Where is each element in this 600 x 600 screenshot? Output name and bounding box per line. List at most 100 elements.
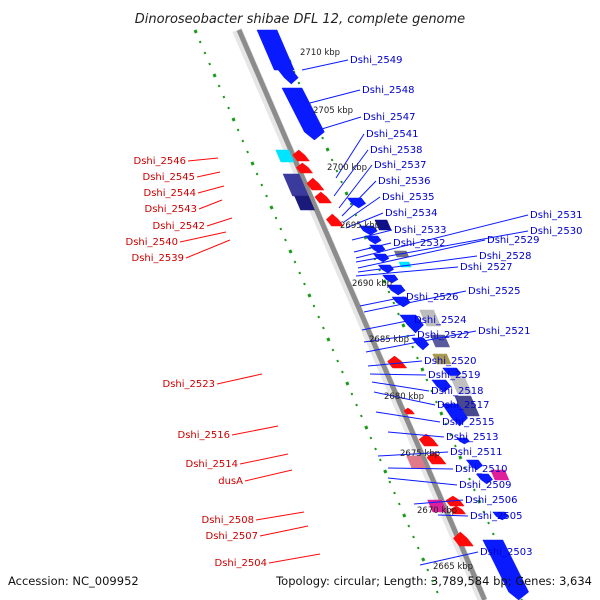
tick-mark bbox=[265, 194, 268, 198]
tick-mark bbox=[435, 400, 438, 404]
tick-mark bbox=[482, 510, 486, 514]
leader-line bbox=[345, 212, 384, 229]
leader-line bbox=[387, 477, 458, 486]
map-title: Dinoroseobacter shibae DFL 12, complete … bbox=[135, 12, 465, 27]
gene-label-forward: Dshi_2547 bbox=[363, 112, 415, 123]
gene-label-forward: Dshi_2515 bbox=[442, 417, 494, 428]
tick-mark bbox=[312, 304, 316, 308]
gene-label-forward: Dshi_2530 bbox=[530, 226, 582, 237]
tick-mark bbox=[425, 378, 429, 382]
leader-line bbox=[373, 391, 436, 406]
leader-line bbox=[363, 290, 467, 313]
tick-mark bbox=[393, 491, 396, 495]
leader-line bbox=[377, 451, 449, 457]
tick-mark bbox=[468, 477, 471, 481]
leader-line bbox=[371, 381, 430, 392]
tick-mark bbox=[345, 381, 350, 386]
tick-mark bbox=[269, 205, 274, 210]
leader-line bbox=[387, 431, 445, 438]
gene-feature bbox=[449, 505, 467, 515]
leader-line bbox=[413, 499, 464, 505]
tick-mark bbox=[378, 458, 382, 462]
leader-line bbox=[333, 149, 369, 197]
gene-label-forward: Dshi_2548 bbox=[362, 85, 414, 96]
leader-line bbox=[359, 296, 405, 307]
gene-label-forward: Dshi_2533 bbox=[394, 225, 446, 236]
tick-mark bbox=[341, 370, 344, 374]
tick-mark bbox=[421, 557, 426, 562]
tick-mark bbox=[369, 436, 373, 440]
leader-line bbox=[185, 239, 231, 259]
gene-label-forward: Dshi_2532 bbox=[393, 238, 445, 249]
gene-label-reverse: Dshi_2508 bbox=[202, 515, 254, 526]
gene-label-forward: Dshi_2510 bbox=[455, 464, 507, 475]
tick-mark bbox=[360, 414, 363, 418]
gene-feature bbox=[465, 459, 483, 471]
gene-label-forward: Dshi_2526 bbox=[406, 292, 458, 303]
gene-feature bbox=[294, 195, 315, 211]
gene-feature bbox=[386, 284, 406, 296]
gene-label-forward: Dshi_2528 bbox=[479, 251, 531, 262]
gene-label-reverse: Dshi_2504 bbox=[215, 558, 267, 569]
gene-feature bbox=[492, 511, 509, 521]
leader-line bbox=[367, 360, 423, 367]
tick-mark bbox=[274, 216, 278, 220]
gene-label-forward: Dshi_2522 bbox=[417, 330, 469, 341]
leader-line bbox=[419, 551, 479, 566]
tick-mark bbox=[241, 139, 245, 143]
tick-mark bbox=[392, 301, 396, 305]
leader-line bbox=[196, 171, 221, 178]
gene-feature bbox=[426, 451, 447, 465]
leader-line bbox=[335, 133, 365, 179]
tick-mark bbox=[255, 172, 259, 176]
gene-feature bbox=[403, 407, 416, 415]
tick-mark bbox=[449, 433, 452, 437]
gene-label-reverse: dusA bbox=[218, 476, 243, 487]
gene-label-forward: Dshi_2505 bbox=[470, 511, 522, 522]
leader-line bbox=[197, 185, 225, 194]
leader-line bbox=[305, 89, 361, 105]
gene-label-forward: Dshi_2513 bbox=[446, 432, 498, 443]
tick-mark bbox=[426, 568, 430, 572]
tick-mark bbox=[222, 95, 226, 99]
tick-mark bbox=[203, 51, 207, 55]
tick-mark bbox=[331, 348, 335, 352]
tick-mark bbox=[458, 455, 463, 460]
tick-mark bbox=[435, 590, 439, 594]
gene-label-forward: Dshi_2525 bbox=[468, 286, 520, 297]
leader-line bbox=[343, 196, 381, 223]
tick-mark bbox=[325, 147, 330, 152]
leader-line bbox=[179, 231, 227, 243]
gene-label-reverse: Dshi_2546 bbox=[134, 156, 186, 167]
tick-mark bbox=[260, 183, 264, 187]
gene-feature bbox=[256, 29, 295, 71]
gene-label-reverse: Dshi_2507 bbox=[206, 531, 258, 542]
tick-mark bbox=[416, 546, 420, 550]
leader-line bbox=[206, 217, 233, 227]
leader-line bbox=[355, 230, 529, 263]
gene-feature bbox=[275, 149, 295, 163]
accession-text: Accession: NC_009952 bbox=[8, 574, 139, 588]
tick-mark bbox=[349, 202, 353, 206]
gene-label-forward: Dshi_2503 bbox=[480, 547, 532, 558]
tick-mark bbox=[420, 367, 425, 372]
gene-feature bbox=[406, 455, 427, 469]
leader-line bbox=[231, 425, 279, 436]
gene-feature bbox=[432, 353, 452, 365]
gene-label-reverse: Dshi_2542 bbox=[153, 221, 205, 232]
leader-line bbox=[355, 214, 529, 259]
gene-label-forward: Dshi_2535 bbox=[382, 192, 434, 203]
tick-mark bbox=[298, 271, 302, 275]
gene-feature bbox=[475, 473, 494, 485]
leader-line bbox=[369, 373, 427, 376]
gene-label-forward: Dshi_2531 bbox=[530, 210, 582, 221]
tick-marks bbox=[193, 29, 523, 600]
tick-mark bbox=[454, 444, 457, 448]
genome-summary-text: Topology: circular; Length: 3,789,584 bp… bbox=[275, 574, 592, 588]
kbp-label: 2665 kbp bbox=[433, 562, 473, 572]
gene-label-reverse: Dshi_2545 bbox=[143, 172, 195, 183]
leader-line bbox=[301, 59, 349, 71]
gene-label-forward: Dshi_2506 bbox=[465, 495, 517, 506]
tick-mark bbox=[439, 411, 444, 416]
